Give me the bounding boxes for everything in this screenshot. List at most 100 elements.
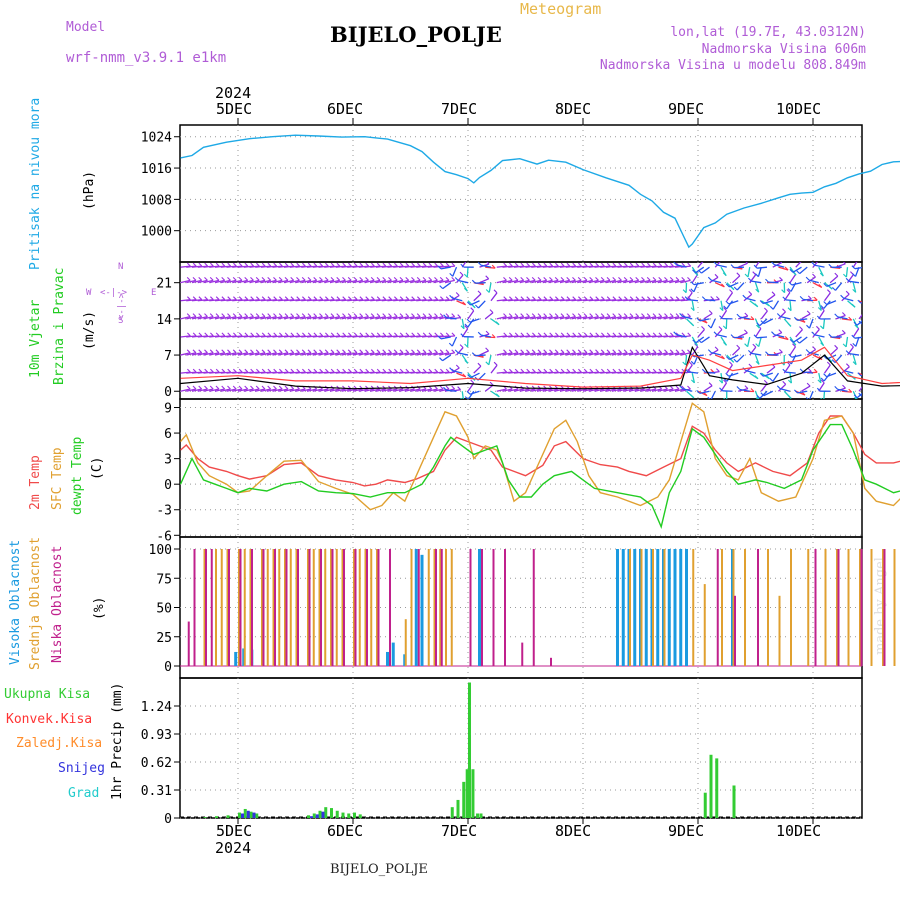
wind-barb <box>711 351 722 356</box>
wind-barb <box>866 354 876 355</box>
wind-barb <box>404 352 415 356</box>
wind-barb-feather <box>682 289 687 294</box>
y-tick-label: 3 <box>164 453 172 468</box>
wind-barb <box>663 388 674 392</box>
wind-barb-feather <box>817 379 822 384</box>
wind-barb-feather <box>853 394 858 399</box>
wind-barb-feather <box>782 380 787 385</box>
wind-barb <box>676 334 687 338</box>
wind-barb-feather <box>776 313 781 317</box>
wind-barb-feather <box>440 262 444 267</box>
wind-barb <box>634 315 645 320</box>
wind-barb <box>358 315 369 320</box>
wind-barb <box>318 388 329 392</box>
wind-barb-feather <box>466 390 471 395</box>
wind-barb-feather <box>800 257 803 260</box>
wind-barb <box>220 388 231 392</box>
wind-barb <box>272 352 283 356</box>
wind-barb-feather <box>451 332 456 337</box>
wind-barb-feather <box>811 262 816 266</box>
wind-barb <box>352 279 363 284</box>
wind-barb <box>808 318 814 329</box>
wind-barb <box>866 282 876 283</box>
wind-barb-feather <box>459 271 464 276</box>
cloud-mid-bar <box>238 549 240 666</box>
wind-barb <box>470 372 480 379</box>
wind-barb-feather <box>832 287 836 291</box>
wind-barb-feather <box>422 368 427 373</box>
wind-barb-feather <box>302 368 306 373</box>
cloud-mid-bar <box>353 549 355 666</box>
wind-barb-feather <box>694 342 698 346</box>
wind-barb <box>440 266 451 270</box>
cloud-mid-bar <box>847 549 850 666</box>
precip-total-bar <box>318 810 322 818</box>
wind-barb <box>475 354 486 357</box>
wind-barb <box>714 282 725 288</box>
wind-barb-feather <box>776 385 781 390</box>
wind-barb-feather <box>560 277 565 281</box>
wind-barb-feather <box>489 309 494 313</box>
wind-barb-feather <box>192 368 197 373</box>
wind-barb-feather <box>428 262 433 267</box>
wind-barb-feather <box>342 296 347 301</box>
wind-barb-feather <box>324 277 329 281</box>
wind-barb-feather <box>411 332 416 337</box>
wind-barb <box>456 372 467 378</box>
wind-barb-feather <box>820 325 824 330</box>
wind-barb-feather <box>215 368 220 373</box>
wind-barb <box>623 279 634 284</box>
wind-barb <box>763 390 774 397</box>
y-tick-label: 6 <box>164 427 172 442</box>
wind-barb <box>255 388 266 392</box>
wind-barb <box>358 388 369 392</box>
wind-barb <box>548 315 559 320</box>
precip-total-bar <box>312 813 316 818</box>
wind-barb-feather <box>428 296 433 301</box>
wind-barb-feather <box>652 368 657 373</box>
wind-barb-feather <box>371 368 375 373</box>
wind-barb-feather <box>307 296 312 301</box>
precip-total-bar <box>238 812 241 818</box>
wind-barb <box>617 279 628 284</box>
wind-barb <box>823 391 826 399</box>
wind-barb-feather <box>434 277 438 281</box>
wind-barb <box>826 354 837 360</box>
wind-barb-feather <box>221 368 226 373</box>
wind-barb-feather <box>549 262 554 267</box>
wind-barb <box>306 352 317 356</box>
wind-barb-feather <box>319 262 324 267</box>
wind-barb <box>720 300 724 311</box>
wind-barb-feather <box>560 296 565 301</box>
cloud-low-bar <box>860 549 863 666</box>
wind-barb-feather <box>858 320 862 325</box>
wind-barb <box>220 352 231 356</box>
cloud-mid-bar <box>330 549 332 666</box>
wind-barb-feather <box>730 358 735 363</box>
wind-barb <box>754 354 760 365</box>
wind-barb-feather <box>799 296 804 300</box>
wind-barb <box>728 372 739 377</box>
wind-barb <box>387 279 398 284</box>
wind-barb <box>756 336 768 339</box>
wind-barb <box>347 279 358 284</box>
wind-barb-feather <box>459 344 464 348</box>
wind-barb-feather <box>520 332 525 337</box>
wind-barb <box>732 275 741 284</box>
wind-barb-feather <box>388 313 392 317</box>
wind-barb <box>186 315 197 320</box>
wind-barb-feather <box>370 313 375 317</box>
wind-barb-feather <box>503 368 508 373</box>
wind-barb <box>600 315 611 320</box>
wind-barb-feather <box>675 277 680 281</box>
precip-total-bar <box>341 812 345 818</box>
wind-barb <box>508 388 519 392</box>
wind-barb <box>565 352 576 356</box>
wind-barb-feather <box>813 296 818 301</box>
wind-barb-feather <box>719 307 724 311</box>
wind-barb-feather <box>842 262 846 265</box>
wind-barb <box>197 279 208 284</box>
cloud-mid-bar <box>439 549 442 666</box>
cloud-low-bar <box>343 549 345 666</box>
wind-barb-feather <box>449 294 453 299</box>
